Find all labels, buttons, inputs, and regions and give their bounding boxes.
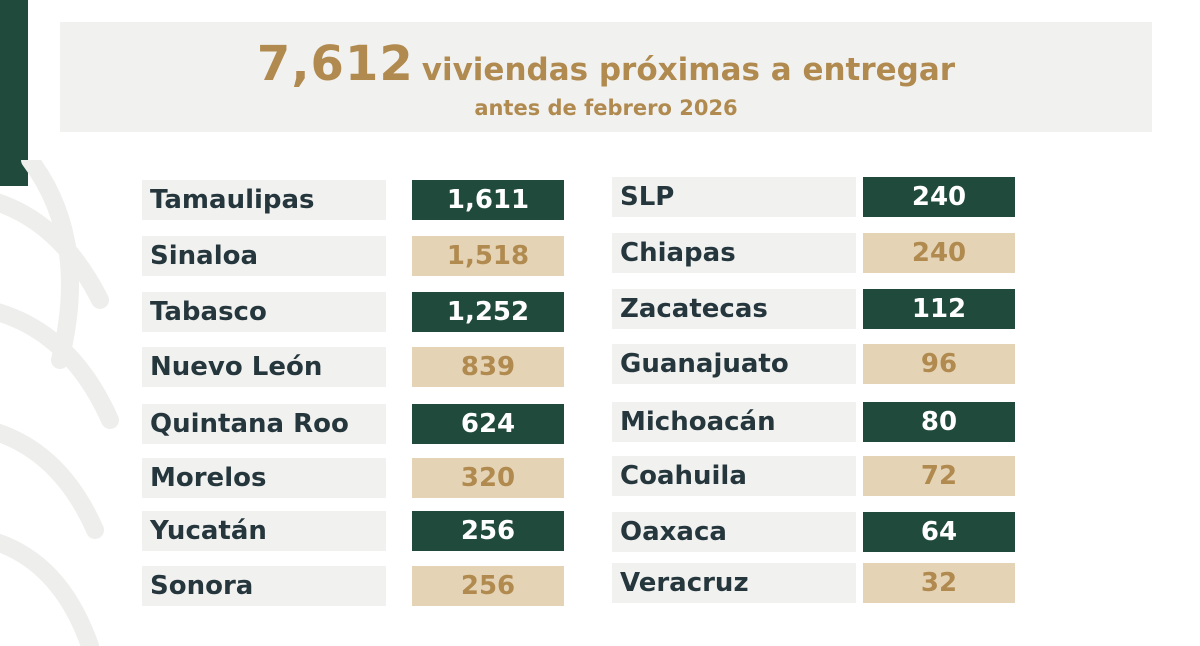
homes-count: 839 (412, 347, 564, 387)
state-name: Quintana Roo (142, 404, 386, 444)
state-name: Michoacán (612, 402, 856, 442)
homes-count: 624 (412, 404, 564, 444)
decorative-leaf-pattern (0, 160, 119, 646)
table-row: Morelos 320 (142, 458, 572, 498)
homes-count: 72 (863, 456, 1015, 496)
homes-count: 240 (863, 177, 1015, 217)
homes-count: 80 (863, 402, 1015, 442)
state-name: Sonora (142, 566, 386, 606)
state-name: Veracruz (612, 563, 856, 603)
table-row: Sinaloa 1,518 (142, 236, 572, 276)
homes-count: 1,252 (412, 292, 564, 332)
homes-count: 1,611 (412, 180, 564, 220)
homes-count: 112 (863, 289, 1015, 329)
state-name: Zacatecas (612, 289, 856, 329)
table-row: Oaxaca 64 (612, 512, 1042, 552)
total-homes-number: 7,612 (256, 36, 414, 92)
table-row: Veracruz 32 (612, 563, 1042, 603)
table-row: Chiapas 240 (612, 233, 1042, 273)
headline: 7,612 viviendas próximas a entregar (60, 36, 1152, 92)
state-name: Coahuila (612, 456, 856, 496)
state-name: Nuevo León (142, 347, 386, 387)
table-row: Guanajuato 96 (612, 344, 1042, 384)
state-name: Guanajuato (612, 344, 856, 384)
state-name: Tamaulipas (142, 180, 386, 220)
homes-count: 32 (863, 563, 1015, 603)
table-row: Nuevo León 839 (142, 347, 572, 387)
header-panel: 7,612 viviendas próximas a entregar antes… (60, 22, 1152, 132)
table-row: Tabasco 1,252 (142, 292, 572, 332)
homes-count: 240 (863, 233, 1015, 273)
homes-count: 256 (412, 511, 564, 551)
table-row: SLP 240 (612, 177, 1042, 217)
table-row: Tamaulipas 1,611 (142, 180, 572, 220)
homes-count: 64 (863, 512, 1015, 552)
state-name: SLP (612, 177, 856, 217)
left-accent-bar (0, 0, 28, 186)
table-row: Coahuila 72 (612, 456, 1042, 496)
homes-count: 1,518 (412, 236, 564, 276)
state-name: Yucatán (142, 511, 386, 551)
state-name: Tabasco (142, 292, 386, 332)
state-name: Chiapas (612, 233, 856, 273)
state-name: Sinaloa (142, 236, 386, 276)
homes-count: 256 (412, 566, 564, 606)
state-name: Oaxaca (612, 512, 856, 552)
table-row: Michoacán 80 (612, 402, 1042, 442)
table-row: Yucatán 256 (142, 511, 572, 551)
subtitle: antes de febrero 2026 (474, 96, 738, 120)
table-row: Zacatecas 112 (612, 289, 1042, 329)
table-row: Sonora 256 (142, 566, 572, 606)
homes-count: 96 (863, 344, 1015, 384)
homes-count: 320 (412, 458, 564, 498)
state-name: Morelos (142, 458, 386, 498)
table-row: Quintana Roo 624 (142, 404, 572, 444)
headline-text: viviendas próximas a entregar (421, 52, 956, 88)
